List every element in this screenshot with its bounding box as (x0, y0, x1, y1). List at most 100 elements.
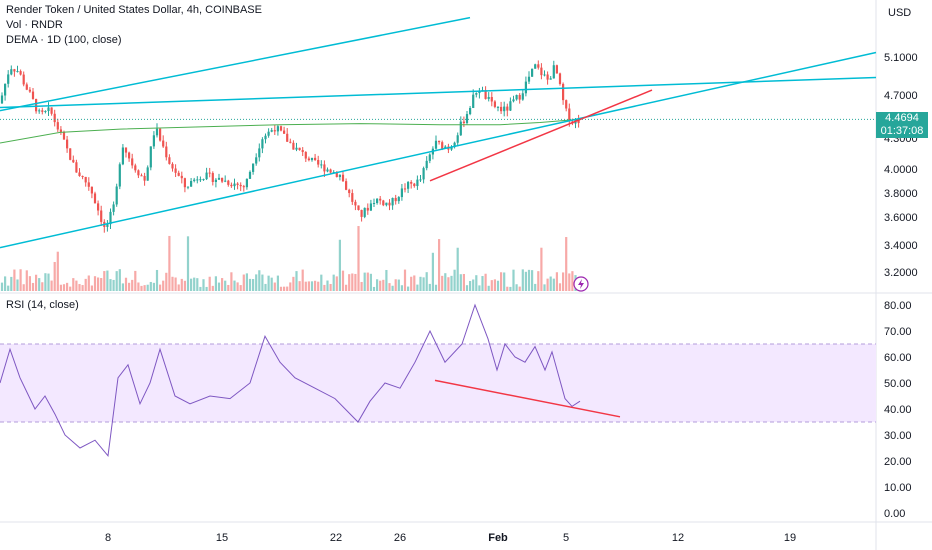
candle-body (69, 148, 72, 160)
candle-body (227, 180, 230, 185)
time-tick-label: 22 (330, 532, 342, 544)
volume-bar (221, 278, 224, 291)
rsi-trendline[interactable] (434, 379, 621, 418)
candle-body (354, 201, 357, 206)
volume-bar (506, 286, 509, 291)
volume-bar (521, 269, 524, 291)
volume-bar (109, 279, 112, 291)
candle-body (199, 179, 202, 181)
candle-body (434, 140, 438, 149)
candle-body (465, 114, 469, 124)
candle-body (183, 178, 186, 188)
candle-body (286, 133, 289, 142)
volume-bar (543, 284, 546, 291)
candle-body (348, 189, 351, 194)
candle-body (233, 183, 236, 187)
trendline[interactable] (0, 51, 877, 249)
candle-body (0, 95, 4, 104)
candle-body (115, 186, 118, 205)
volume-bar (81, 285, 84, 291)
candle-body (193, 179, 196, 182)
candle-body (165, 146, 168, 158)
candle-body (369, 203, 372, 211)
volume-bar (363, 272, 366, 291)
last-price-tag: 4.4694 01:37:08 (876, 112, 928, 139)
candle-body (121, 147, 124, 165)
volume-bar (407, 286, 410, 291)
rsi-tick-label: 60.00 (884, 352, 912, 364)
candle-body (565, 100, 568, 109)
time-tick-label: 12 (672, 532, 684, 544)
trendline[interactable] (429, 89, 653, 182)
volume-bar (103, 271, 106, 291)
volume-bar (261, 274, 264, 291)
candle-body (31, 91, 35, 99)
volume-bar (53, 261, 56, 291)
candle-body (66, 139, 69, 149)
volume-bar (459, 274, 462, 291)
rsi-tick-label: 0.00 (884, 508, 905, 520)
volume-bar (372, 286, 376, 291)
volume-bar (413, 275, 416, 291)
volume-bar (345, 284, 348, 291)
volume-bar (118, 269, 121, 291)
volume-bar (434, 284, 438, 291)
candle-body (379, 198, 382, 201)
volume-bar (22, 284, 25, 291)
volume-bar (171, 276, 174, 291)
volume-bar (487, 285, 490, 291)
trendline[interactable] (0, 16, 471, 112)
volume-bar (72, 278, 75, 291)
volume-bar (503, 272, 506, 291)
dema-line (0, 118, 581, 144)
volume-bar (447, 277, 450, 291)
volume-bar (310, 281, 314, 291)
volume-bar (469, 281, 472, 291)
candle-body (518, 94, 521, 100)
volume-bar (128, 282, 131, 291)
candle-body (304, 152, 307, 159)
candle-body (38, 110, 41, 112)
volume-bar (555, 272, 558, 291)
candle-body (97, 203, 100, 211)
trendlines[interactable] (0, 16, 877, 249)
volume-bar (69, 286, 72, 291)
volume-bar (258, 270, 261, 291)
candle-body (171, 163, 174, 169)
volume-bar (453, 269, 456, 291)
volume-bar (416, 284, 419, 291)
candle-body (248, 171, 252, 179)
volume-bar (462, 273, 465, 291)
trendline[interactable] (0, 76, 877, 109)
volume-bar (186, 236, 190, 291)
candle-body (428, 154, 431, 161)
currency-label[interactable]: USD (888, 7, 912, 19)
candle-body (403, 188, 407, 190)
candle-body (190, 181, 193, 187)
candle-body (124, 147, 128, 153)
candle-body (512, 99, 515, 102)
candle-body (416, 179, 419, 187)
volume-bar (326, 280, 329, 291)
rsi-tick-label: 50.00 (884, 378, 912, 390)
volume-bar (214, 276, 217, 291)
candle-body (59, 129, 62, 133)
volume-legend: Vol · RNDR (6, 19, 63, 31)
candle-body (552, 65, 555, 79)
volume-bar (152, 282, 155, 291)
last-price-value: 4.4694 (885, 112, 919, 125)
candle-body (527, 76, 531, 82)
volume-bar (168, 235, 171, 291)
candle-body (53, 113, 56, 123)
volume-bar (431, 252, 434, 291)
volume-bar (565, 237, 568, 291)
candle-body (41, 110, 44, 112)
candle-body (450, 147, 453, 150)
lightning-icon[interactable] (573, 276, 589, 292)
volume-bar (369, 273, 372, 291)
candle-body (314, 157, 317, 160)
candle-body (531, 68, 534, 77)
volume-bar (115, 271, 118, 291)
volume-bar (56, 251, 59, 291)
volume-bar (75, 280, 78, 291)
